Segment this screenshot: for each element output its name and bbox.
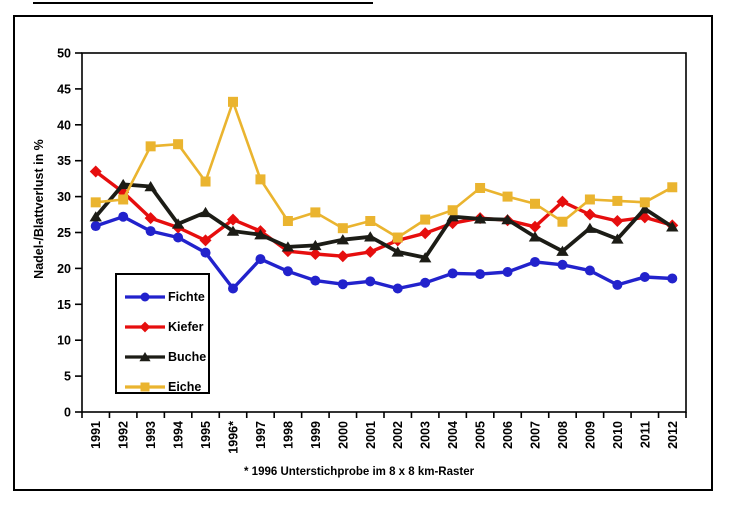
legend-item-eiche: Eiche	[117, 372, 208, 402]
svg-text:40: 40	[57, 118, 71, 132]
svg-text:2008: 2008	[556, 421, 570, 449]
svg-text:2000: 2000	[336, 421, 350, 449]
legend-item-buche: Buche	[117, 342, 208, 372]
svg-text:15: 15	[57, 298, 71, 312]
buche-line-triangle-marker-icon	[125, 352, 165, 362]
svg-text:50: 50	[57, 47, 71, 61]
svg-text:20: 20	[57, 262, 71, 276]
svg-text:1995: 1995	[199, 421, 213, 449]
svg-text:1999: 1999	[309, 421, 323, 449]
legend-item-kiefer: Kiefer	[117, 312, 208, 342]
top-edge-line	[33, 2, 373, 4]
svg-text:2006: 2006	[501, 421, 515, 449]
svg-text:2010: 2010	[611, 421, 625, 449]
legend-box: Fichte Kiefer Buche Eiche	[115, 273, 210, 394]
svg-text:2005: 2005	[474, 421, 488, 449]
svg-text:1998: 1998	[281, 421, 295, 449]
svg-text:1992: 1992	[117, 421, 131, 449]
svg-text:35: 35	[57, 154, 71, 168]
svg-text:1994: 1994	[172, 421, 186, 449]
svg-text:2011: 2011	[638, 421, 652, 448]
svg-text:2004: 2004	[446, 421, 460, 449]
kiefer-line-diamond-marker-icon	[125, 321, 165, 333]
svg-text:2012: 2012	[666, 421, 680, 449]
footnote: * 1996 Unterstichprobe im 8 x 8 km-Raste…	[244, 466, 475, 478]
legend-label-buche: Buche	[168, 350, 207, 364]
y-axis-title: Nadel-/Blattverlust in %	[32, 139, 46, 279]
fichte-line-circle-marker-icon	[125, 292, 165, 302]
svg-text:5: 5	[64, 370, 71, 384]
svg-text:25: 25	[57, 226, 71, 240]
legend-item-fichte: Fichte	[117, 282, 208, 312]
svg-text:45: 45	[57, 82, 71, 96]
svg-text:0: 0	[64, 406, 71, 420]
eiche-line-square-marker-icon	[125, 382, 165, 392]
svg-text:1993: 1993	[144, 421, 158, 449]
svg-text:1997: 1997	[254, 421, 268, 449]
svg-text:2003: 2003	[419, 421, 433, 449]
legend-label-fichte: Fichte	[168, 290, 205, 304]
svg-text:1996*: 1996*	[227, 421, 241, 454]
svg-text:10: 10	[57, 334, 71, 348]
svg-text:2002: 2002	[391, 421, 405, 449]
svg-text:30: 30	[57, 190, 71, 204]
legend-label-kiefer: Kiefer	[168, 320, 204, 334]
svg-text:2009: 2009	[583, 421, 597, 449]
svg-text:2007: 2007	[529, 421, 543, 449]
svg-text:2001: 2001	[364, 421, 378, 449]
svg-text:1991: 1991	[89, 421, 103, 449]
legend-label-eiche: Eiche	[168, 380, 202, 394]
